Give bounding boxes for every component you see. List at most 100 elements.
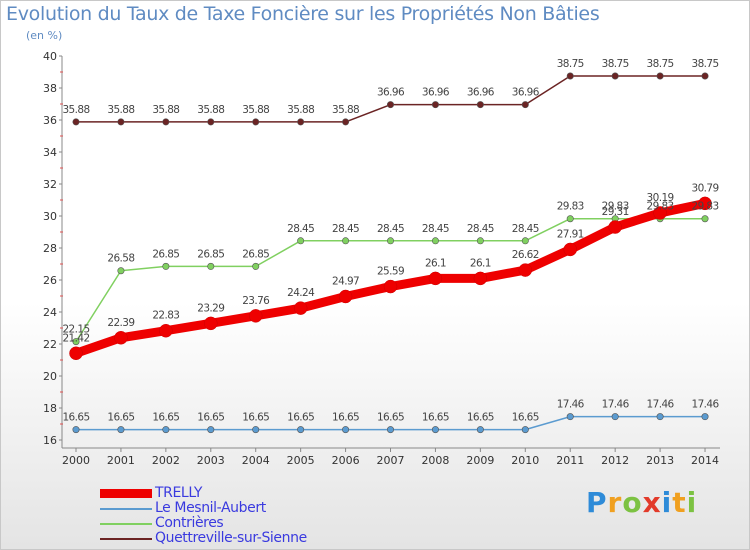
point-quettreville-sur-sienne [656, 72, 664, 80]
data-label-le-mesnil-aubert: 16.65 [467, 412, 494, 424]
point-contrieres [72, 338, 80, 346]
x-tick-label: 2009 [466, 454, 494, 467]
point-quettreville-sur-sienne [162, 118, 170, 126]
data-label-trelly: 30.19 [647, 192, 674, 204]
legend-swatch-quettreville [100, 537, 152, 540]
point-trelly [698, 196, 712, 211]
point-le-mesnil-aubert [521, 426, 529, 434]
data-label-quettreville-sur-sienne: 36.96 [512, 87, 540, 99]
data-label-quettreville-sur-sienne: 35.88 [107, 104, 134, 116]
point-quettreville-sur-sienne [297, 118, 305, 126]
legend-item-contrieres: Contrières [100, 516, 307, 531]
point-contrieres [476, 237, 484, 245]
legend-label-trelly: TRELLY [155, 485, 203, 501]
data-label-le-mesnil-aubert: 17.46 [557, 399, 585, 411]
point-trelly [293, 301, 308, 315]
point-trelly [473, 271, 488, 286]
data-label-quettreville-sur-sienne: 35.88 [287, 104, 314, 116]
point-le-mesnil-aubert [566, 413, 574, 421]
logo-letter: P [586, 486, 608, 519]
point-trelly [383, 279, 398, 294]
point-le-mesnil-aubert [162, 426, 170, 434]
point-le-mesnil-aubert [611, 413, 619, 421]
x-tick-label: 2005 [287, 454, 315, 467]
point-quettreville-sur-sienne [611, 72, 619, 80]
data-label-quettreville-sur-sienne: 35.88 [197, 104, 224, 116]
data-label-quettreville-sur-sienne: 35.88 [62, 104, 89, 116]
point-le-mesnil-aubert [117, 426, 125, 434]
data-label-le-mesnil-aubert: 16.65 [242, 412, 269, 424]
legend: TRELLY Le Mesnil-Aubert Contrières Quett… [100, 486, 307, 546]
point-contrieres [207, 262, 215, 270]
point-contrieres [431, 237, 439, 245]
point-le-mesnil-aubert [207, 426, 215, 434]
point-trelly [69, 346, 83, 361]
y-tick-label: 26 [43, 274, 57, 287]
data-label-trelly: 22.39 [107, 317, 134, 329]
data-label-trelly: 30.79 [691, 182, 718, 194]
data-label-trelly: 25.59 [377, 266, 404, 278]
x-tick-label: 2002 [152, 454, 180, 467]
data-label-contrieres: 29.83 [557, 201, 584, 213]
data-label-le-mesnil-aubert: 16.65 [377, 412, 404, 424]
x-tick-label: 2006 [332, 454, 360, 467]
data-label-le-mesnil-aubert: 16.65 [107, 412, 134, 424]
point-contrieres [342, 237, 350, 245]
data-label-le-mesnil-aubert: 16.65 [62, 412, 89, 424]
data-label-trelly: 23.29 [197, 302, 224, 314]
x-tick-label: 2010 [511, 454, 539, 467]
data-label-contrieres: 28.45 [467, 223, 494, 235]
point-le-mesnil-aubert [656, 413, 664, 421]
point-le-mesnil-aubert [342, 426, 350, 434]
legend-item-trelly: TRELLY [100, 486, 307, 501]
data-label-trelly: 24.97 [332, 275, 359, 287]
data-label-trelly: 26.62 [512, 249, 539, 261]
point-quettreville-sur-sienne [387, 101, 395, 109]
x-tick-label: 2007 [377, 454, 405, 467]
point-quettreville-sur-sienne [207, 118, 215, 126]
point-trelly [608, 220, 622, 234]
x-tick-label: 2003 [197, 454, 225, 467]
point-le-mesnil-aubert [431, 426, 439, 434]
point-le-mesnil-aubert [252, 426, 260, 434]
x-tick-label: 2014 [691, 454, 719, 467]
logo-letter: i [661, 486, 673, 519]
legend-label-le-mesnil-aubert: Le Mesnil-Aubert [155, 500, 266, 516]
y-tick-label: 22 [43, 338, 57, 351]
data-label-quettreville-sur-sienne: 38.75 [602, 58, 629, 70]
point-trelly [518, 263, 533, 277]
data-label-le-mesnil-aubert: 16.65 [512, 412, 539, 424]
data-label-contrieres: 28.45 [512, 223, 539, 235]
y-tick-label: 36 [43, 114, 57, 127]
point-contrieres [387, 237, 395, 245]
point-le-mesnil-aubert [72, 426, 80, 434]
data-label-trelly: 23.76 [242, 295, 270, 307]
point-trelly [248, 309, 263, 323]
data-label-contrieres: 22.15 [62, 324, 89, 336]
logo-letter: x [642, 486, 662, 519]
point-trelly [428, 271, 443, 286]
x-tick-label: 2011 [556, 454, 584, 467]
data-labels: 35.88 35.88 35.88 35.88 35.88 35.88 35.88 36.96… [62, 58, 720, 424]
x-tick-label: 2008 [421, 454, 449, 467]
data-label-quettreville-sur-sienne: 35.88 [242, 104, 269, 116]
data-label-trelly: 26.1 [470, 257, 491, 269]
data-label-quettreville-sur-sienne: 38.75 [557, 58, 584, 70]
point-trelly [159, 323, 173, 338]
point-quettreville-sur-sienne [342, 118, 350, 126]
data-label-contrieres: 26.58 [107, 253, 134, 265]
point-quettreville-sur-sienne [72, 118, 80, 126]
point-contrieres [297, 237, 305, 245]
legend-item-le-mesnil-aubert: Le Mesnil-Aubert [100, 501, 307, 516]
proxiti-logo: Proxiti [586, 486, 697, 519]
point-quettreville-sur-sienne [701, 72, 709, 80]
data-label-quettreville-sur-sienne: 38.75 [691, 58, 718, 70]
data-label-trelly: 26.1 [425, 257, 446, 269]
axes: 16 18 20 22 24 26 28 30 32 34 36 38 40 2000 2001 2002 20… [43, 50, 720, 467]
data-label-contrieres: 28.45 [287, 223, 314, 235]
x-tick-label: 2012 [601, 454, 629, 467]
data-label-quettreville-sur-sienne: 35.88 [152, 104, 179, 116]
data-label-quettreville-sur-sienne: 38.75 [647, 58, 674, 70]
point-contrieres [162, 262, 170, 270]
